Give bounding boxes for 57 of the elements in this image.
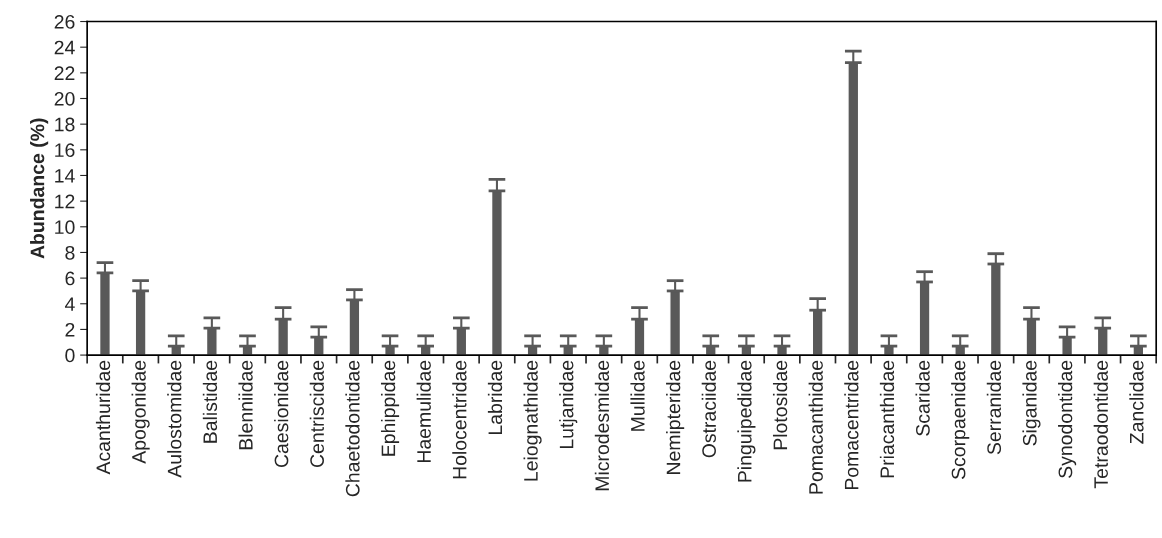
bar <box>490 190 503 356</box>
x-tick-label: Blenniidae <box>238 360 253 450</box>
x-tick-label: Plotosidae <box>772 360 788 450</box>
y-tick-label: 0 <box>65 348 75 363</box>
x-tick-label: Nemipteridae <box>666 360 685 474</box>
x-tick-label: Tetraodontidae <box>1093 360 1108 489</box>
y-tick-label: 10 <box>55 220 75 235</box>
x-tick-label: Labridae <box>487 360 503 435</box>
bar <box>98 272 112 356</box>
x-tick-label: Ostraciidae <box>701 360 716 458</box>
x-tick-label: Balistidae <box>202 360 218 443</box>
y-axis-title: Abundance (%) <box>30 118 49 259</box>
bar <box>134 290 147 356</box>
bar <box>811 309 824 356</box>
x-tick-label: Lutjanidae <box>559 360 578 449</box>
x-tick-label: Aulostomidae <box>167 360 182 478</box>
bar <box>669 290 682 356</box>
x-tick-label: Zanclidae <box>1129 360 1144 444</box>
y-tick-label: 18 <box>55 117 75 132</box>
y-tick-label: 24 <box>54 40 75 55</box>
x-tick-label: Leiognathidae <box>523 360 542 481</box>
x-tick-label: Microdesmidae <box>594 360 610 491</box>
y-tick-label: 6 <box>65 271 75 286</box>
y-tick-label: 4 <box>64 297 75 311</box>
x-tick-label: Apogonidae <box>131 360 150 464</box>
x-tick-label: Holocentridae <box>452 360 467 479</box>
x-tick-label: Ephippidae <box>380 360 400 456</box>
bar <box>277 318 290 356</box>
y-tick-label: 26 <box>54 14 75 29</box>
bar <box>847 61 860 356</box>
x-tick-label: Scaridae <box>915 360 930 436</box>
x-tick-label: Mullidae <box>630 360 645 431</box>
y-tick-label: 14 <box>55 169 75 183</box>
x-tick-label: Centriscidae <box>309 360 324 468</box>
y-tick-label: 20 <box>54 91 75 106</box>
bar <box>918 281 931 356</box>
y-tick-label: 8 <box>65 245 75 260</box>
bar <box>348 299 361 356</box>
y-tick-label: 2 <box>65 322 75 337</box>
x-tick-label: Chaetodontidae <box>345 360 360 497</box>
x-tick-label: Synodontidae <box>1058 360 1077 478</box>
x-tick-label: Caesionidae <box>274 360 289 468</box>
y-tick-label: 22 <box>54 66 75 80</box>
bar <box>1025 318 1038 356</box>
y-tick-label: 12 <box>55 194 75 209</box>
y-tick-label: 16 <box>55 143 75 158</box>
x-tick-label: Scorpaenidae <box>951 360 970 480</box>
x-tick-label: Haemulidae <box>416 360 431 463</box>
x-tick-label: Acanthuridae <box>95 360 111 475</box>
x-tick-label: Pomacanthidae <box>808 360 823 494</box>
x-tick-label: Pomacentridae <box>844 360 859 490</box>
x-tick-label: Siganidae <box>1022 360 1041 446</box>
bar <box>989 263 1002 356</box>
x-tick-label: Serranidae <box>986 360 1002 455</box>
x-tick-label: Priacanthidae <box>879 360 895 478</box>
bar <box>633 318 646 356</box>
x-tick-label: Pinguipedidae <box>737 360 756 482</box>
